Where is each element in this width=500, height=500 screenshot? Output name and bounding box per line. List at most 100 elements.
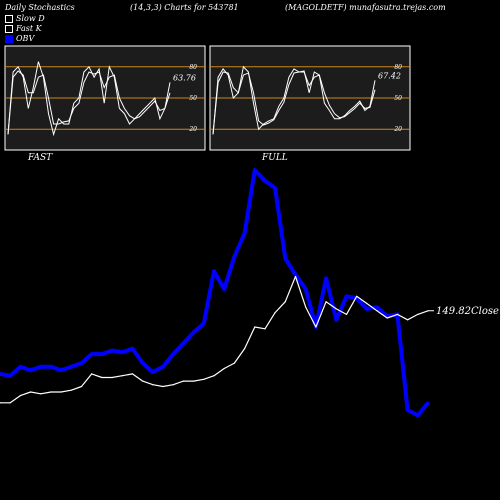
series-obv-point <box>19 365 22 368</box>
series-close-point <box>345 313 348 315</box>
series-obv-point <box>416 414 420 417</box>
panel-fast-label: FAST <box>28 153 53 163</box>
series-close-line <box>0 275 429 404</box>
series-close-point <box>305 306 307 308</box>
series-obv-point <box>49 365 53 368</box>
series-close-point <box>417 313 419 315</box>
series-close-point <box>121 375 123 377</box>
panel-fast-fast-k-line <box>7 61 171 137</box>
close-value-label: 149.82Close <box>436 306 499 317</box>
series-obv-point <box>29 369 32 372</box>
series-close-point <box>254 326 256 328</box>
legend-label-fast-k: Fast K <box>16 24 42 33</box>
series-close-point <box>213 375 215 377</box>
series-obv-point <box>161 365 165 368</box>
panel-fast-tick-80: 80 <box>189 64 197 71</box>
series-obv-point <box>110 349 114 352</box>
series-close-point <box>131 373 134 375</box>
series-obv-point <box>253 168 256 172</box>
series-close-point <box>243 348 246 350</box>
chart-params: (14,3,3) Charts for 543781 <box>130 3 239 12</box>
series-close-point <box>407 319 409 321</box>
series-obv-point <box>100 352 104 356</box>
series-obv-point <box>172 352 175 356</box>
series-close-point <box>29 391 32 393</box>
series-close-point <box>294 275 297 278</box>
series-close-point <box>50 391 52 393</box>
chart-symbol: (MAGOLDETF) munafasutra.trejas.com <box>285 3 446 12</box>
series-obv-point <box>151 370 155 374</box>
series-obv-point <box>202 322 206 325</box>
series-obv-point <box>90 352 93 356</box>
series-obv-point <box>222 287 226 291</box>
panel-fast-value-label: 63.76 <box>173 73 196 82</box>
panel-full-slow-d-line <box>212 71 376 135</box>
series-close-point <box>274 311 276 314</box>
series-close-point <box>91 373 93 375</box>
panel-full-tick-80: 80 <box>394 64 402 71</box>
series-close-point <box>223 367 225 370</box>
series-close-point <box>335 308 337 310</box>
series-obv-point <box>335 318 338 321</box>
series-obv-point <box>345 295 348 298</box>
series-obv-point <box>243 231 246 235</box>
series-obv-point <box>192 331 195 334</box>
series-obv-point <box>273 186 277 190</box>
series-close-point <box>111 376 113 379</box>
series-close-point <box>70 389 72 391</box>
series-close-point <box>193 380 195 382</box>
panel-fast-tick-50: 50 <box>189 95 197 102</box>
series-close-point <box>172 384 174 386</box>
series-close-point <box>203 378 205 380</box>
series-obv-point <box>212 269 216 273</box>
panel-full-tick-50: 50 <box>394 95 402 102</box>
series-close-point <box>315 326 317 328</box>
series-obv-line <box>0 168 430 418</box>
series-close-point <box>0 402 1 404</box>
series-obv-point <box>233 255 236 258</box>
legend-swatch-slow-d <box>5 14 13 23</box>
panel-fast-slow-d-line <box>7 70 171 135</box>
chart-title: Daily Stochastics <box>5 3 75 12</box>
series-close-point <box>325 301 327 303</box>
series-close-point <box>284 301 286 303</box>
series-obv-point <box>294 273 297 276</box>
series-obv-point <box>406 408 409 412</box>
series-obv-point <box>426 401 430 404</box>
series-obv-point <box>375 305 379 309</box>
series-obv-point <box>39 365 42 368</box>
series-obv-point <box>121 351 124 354</box>
series-obv-point <box>365 307 369 311</box>
series-obv-point <box>131 347 134 350</box>
series-close-point <box>142 380 144 382</box>
panel-full-fast-k-line <box>212 65 376 135</box>
series-obv-point <box>8 374 12 377</box>
series-close-point <box>264 328 266 330</box>
series-obv-point <box>59 369 63 372</box>
series-close-point <box>182 380 185 382</box>
panel-full-label: FULL <box>262 153 288 163</box>
legend-obv: OBV <box>5 34 34 43</box>
series-close-point <box>366 302 368 305</box>
panel-fast-tick-20: 20 <box>188 126 197 133</box>
legend-label-obv: OBV <box>16 34 35 43</box>
legend-fast-k: Fast K <box>5 24 42 33</box>
series-close-point <box>386 317 388 319</box>
series-close-point <box>376 310 378 312</box>
legend-swatch-fast-k <box>5 24 13 33</box>
series-obv-point <box>141 361 144 365</box>
panel-full-tick-20: 20 <box>393 126 402 133</box>
series-close-point <box>162 385 164 388</box>
legend-swatch-obv <box>5 34 13 43</box>
series-obv-point <box>80 361 83 365</box>
series-close-point <box>233 362 235 364</box>
series-obv-point <box>284 257 287 260</box>
series-obv-point <box>304 287 307 291</box>
series-obv-point <box>263 179 267 183</box>
legend-label-slow-d: Slow D <box>16 14 45 23</box>
series-obv-point <box>386 314 389 318</box>
panel-full-value-label: 67.42 <box>378 71 401 80</box>
series-close-point <box>80 385 83 388</box>
series-close-point <box>60 391 62 393</box>
